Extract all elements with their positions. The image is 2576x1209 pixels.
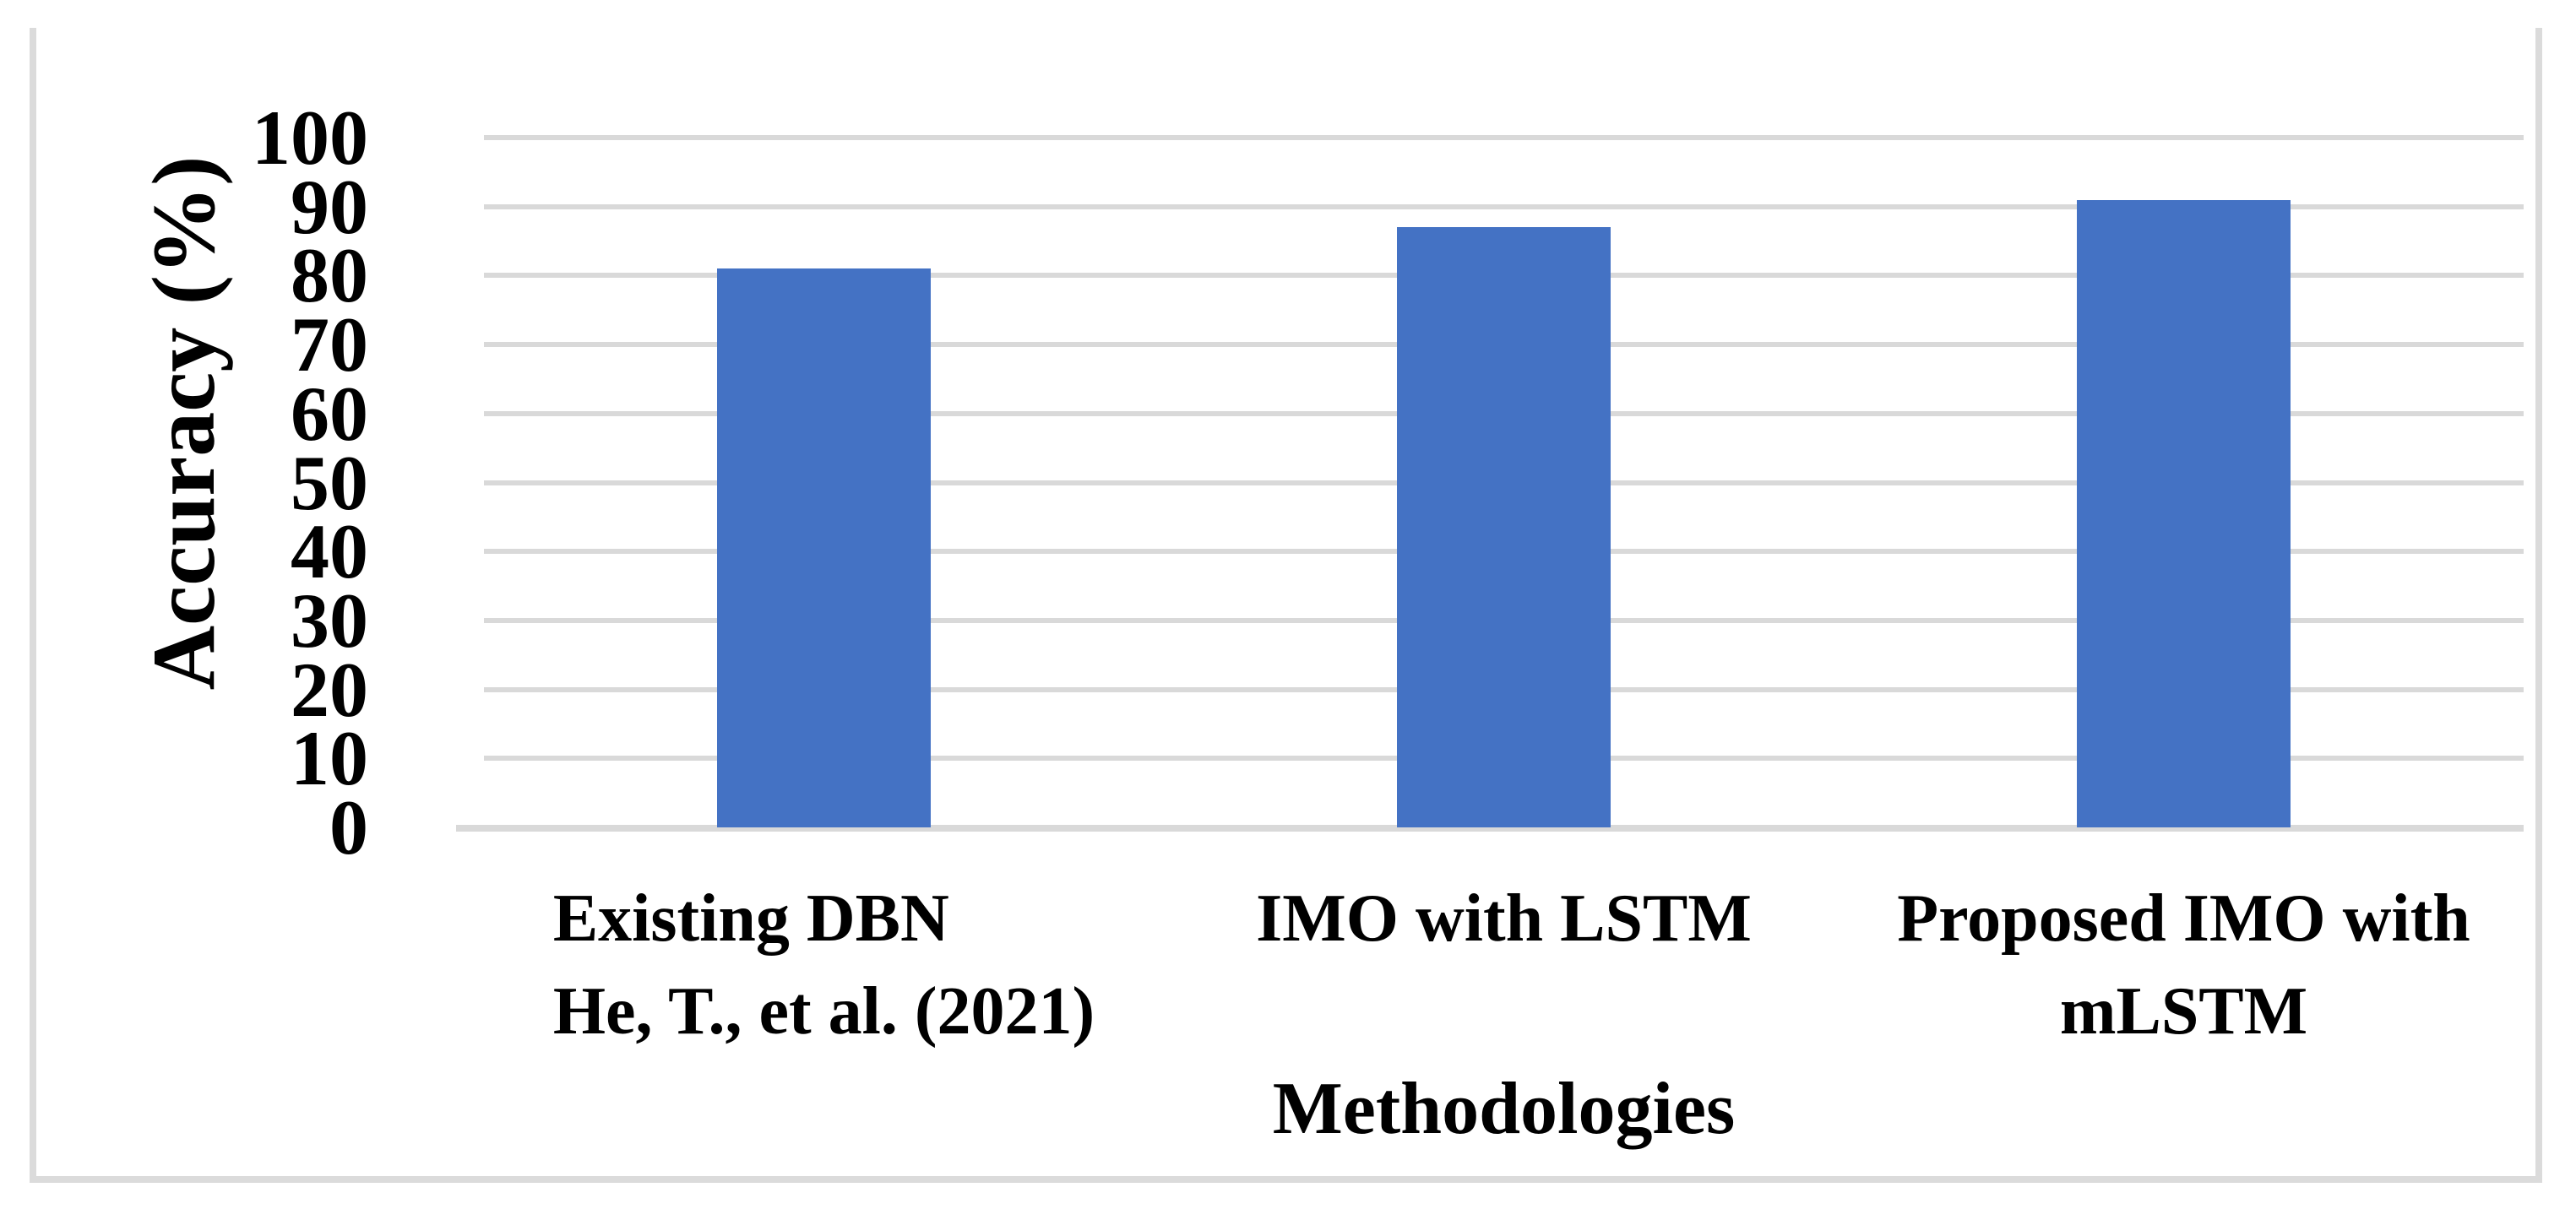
y-tick-label-0: 0 — [329, 784, 368, 870]
y-tick-label-80: 80 — [291, 232, 368, 319]
x-category-label-3: Proposed IMO with mLSTM — [1844, 872, 2524, 1058]
y-tick-label-60: 60 — [291, 370, 368, 457]
y-tick-label-50: 50 — [291, 439, 368, 526]
plot-area — [456, 135, 2524, 832]
bar-2 — [1397, 227, 1611, 827]
x-category-labels: Existing DBN He, T., et al. (2021) IMO wi… — [484, 872, 2524, 1066]
y-tick-label-100: 100 — [252, 95, 368, 181]
x-category-label-text: Proposed IMO with mLSTM — [1897, 881, 2470, 1049]
x-category-label-1: Existing DBN He, T., et al. (2021) — [484, 872, 1164, 1058]
gridline-100 — [484, 135, 2524, 140]
chart-frame: Accuracy (%) Existing DBN He, T., et al.… — [30, 28, 2542, 1183]
bar-3 — [2077, 199, 2291, 827]
gridline-0 — [456, 825, 2524, 832]
y-tick-label-40: 40 — [291, 508, 368, 595]
y-tick-label-30: 30 — [291, 577, 368, 664]
x-category-label-text: IMO with LSTM — [1256, 881, 1752, 956]
x-axis-title: Methodologies — [1272, 1068, 1736, 1150]
y-tick-label-20: 20 — [291, 646, 368, 733]
bar-1 — [717, 268, 931, 827]
y-tick-label-90: 90 — [291, 163, 368, 250]
x-category-label-text: Existing DBN He, T., et al. (2021) — [552, 881, 1095, 1049]
y-tick-label-10: 10 — [291, 715, 368, 802]
y-tick-label-70: 70 — [291, 301, 368, 388]
x-category-label-2: IMO with LSTM — [1164, 872, 1844, 965]
gridline-90 — [484, 203, 2524, 209]
